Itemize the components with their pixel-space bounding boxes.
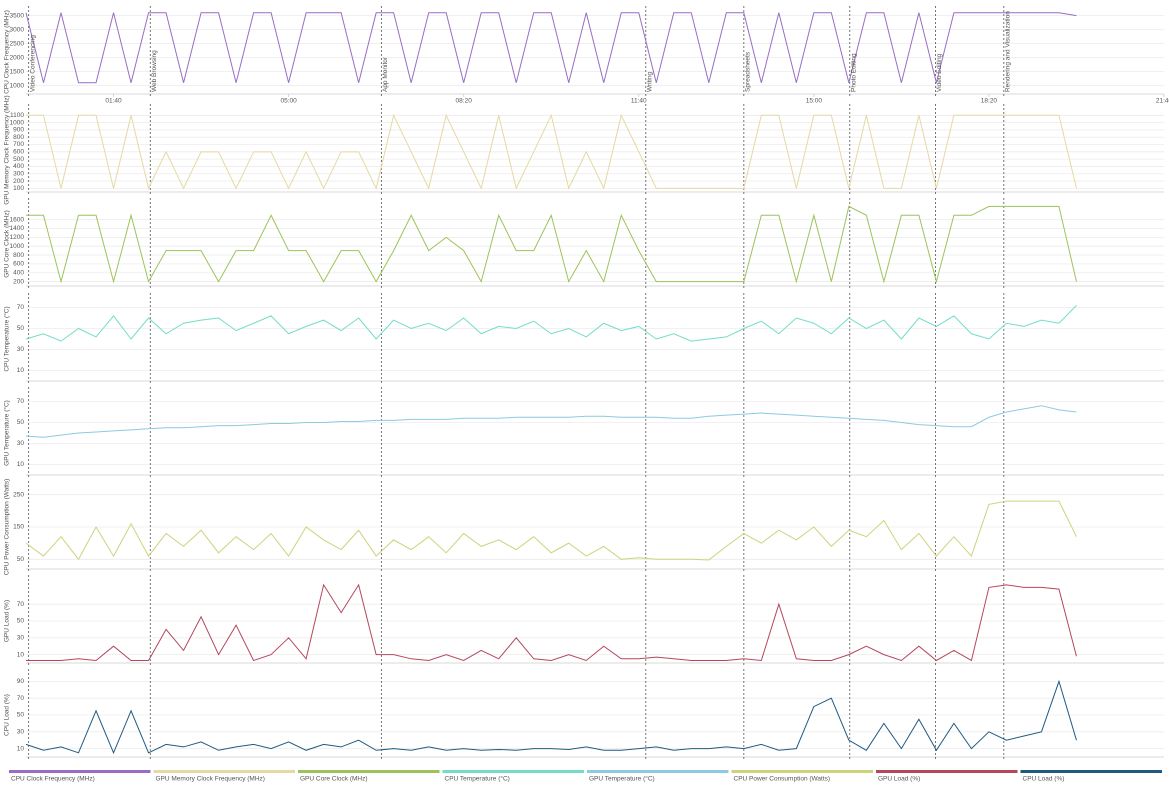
series-line [26,205,1077,284]
y-tick-label: 700 [13,141,24,148]
legend-swatch [731,770,873,773]
x-tick-label: 21:40 [1156,98,1169,105]
y-tick-label: 70 [17,304,25,311]
legend-swatch [9,770,151,773]
series-line [25,405,1077,438]
y-tick-label: 90 [17,678,25,685]
y-axis-label: GPU Core Clock (MHz) [4,210,11,278]
y-tick-label: 600 [13,261,24,268]
y-tick-label: 50 [17,556,25,563]
y-tick-label: 1000 [10,119,25,126]
y-tick-label: 1100 [10,112,24,119]
segment-label: App Monitor [382,56,389,92]
y-tick-label: 300 [13,170,24,177]
y-tick-label: 400 [13,163,24,170]
segment-label: Writing [646,72,653,92]
legend-label: CPU Temperature (°C) [445,775,510,783]
series-line [25,12,1077,84]
legend-label: GPU Temperature (°C) [589,775,655,783]
legend-label: GPU Core Clock (MHz) [300,776,368,783]
x-tick-label: 11:40 [631,98,647,105]
y-axis-label: CPU Clock Frequency (MHz) [4,10,11,94]
legend-swatch [1020,770,1162,773]
y-tick-label: 500 [13,156,24,163]
y-tick-label: 800 [13,252,24,259]
y-axis-label: GPU Memory Clock Frequency (MHz) [4,95,11,204]
x-tick-label: 08:20 [456,98,473,105]
series-line [25,305,1077,342]
y-axis-label: CPU Temperature (°C) [3,306,11,371]
y-tick-label: 30 [17,346,25,353]
x-tick-label: 15:00 [806,98,823,105]
series-line [26,113,1077,190]
y-tick-label: 400 [13,269,24,276]
y-axis-label: CPU Load (%) [4,694,11,736]
y-tick-label: 30 [17,440,25,447]
segment-label: Rendering and Visualization [1005,11,1012,92]
y-axis-label: GPU Load (%) [4,600,11,642]
y-tick-label: 800 [13,134,24,141]
y-tick-label: 10 [17,461,25,468]
legend-swatch [876,770,1018,773]
y-tick-label: 70 [17,601,25,608]
y-tick-label: 1600 [10,216,25,223]
legend-swatch [298,770,440,773]
x-tick-label: 18:20 [981,98,998,105]
y-tick-label: 30 [17,729,25,736]
y-tick-label: 70 [17,398,25,405]
y-axis-label: GPU Temperature (°C) [3,400,11,466]
y-tick-label: 250 [13,491,24,498]
y-tick-label: 100 [13,185,24,192]
legend-label: GPU Memory Clock Frequency (MHz) [156,776,265,783]
series-line [26,583,1077,662]
y-tick-label: 600 [13,149,24,156]
y-tick-label: 1000 [10,243,25,250]
series-line [25,500,1077,561]
y-tick-label: 1000 [10,82,25,89]
y-tick-label: 900 [13,127,24,134]
y-tick-label: 50 [17,419,25,426]
y-tick-label: 2500 [10,40,25,47]
y-tick-label: 50 [17,712,25,719]
y-tick-label: 10 [17,367,25,374]
y-tick-label: 2000 [10,54,25,61]
y-tick-label: 30 [17,635,25,642]
y-tick-label: 200 [13,278,24,285]
y-tick-label: 3000 [10,26,25,33]
y-tick-label: 1200 [10,234,25,241]
segment-label: Photo Editing [850,53,857,92]
legend-label: CPU Clock Frequency (MHz) [11,776,95,783]
segment-label: Web Browsing [151,50,158,92]
legend-swatch [153,770,295,773]
y-tick-label: 10 [17,745,25,752]
x-tick-label: 05:00 [280,98,297,105]
legend-label: CPU Load (%) [1023,776,1065,783]
y-tick-label: 1500 [10,68,25,75]
segment-label: Spreadsheets [745,51,752,92]
segment-label: Video Editing [936,53,943,92]
x-tick-label: 01:40 [105,98,122,105]
y-tick-label: 50 [17,618,25,625]
y-tick-label: 200 [13,178,24,185]
y-axis-label: CPU Power Consumption (Watts) [4,479,11,576]
y-tick-label: 150 [13,524,24,531]
y-tick-label: 1400 [10,225,25,232]
legend-label: CPU Power Consumption (Watts) [734,776,831,783]
legend-swatch [442,770,584,773]
y-tick-label: 70 [17,695,25,702]
y-tick-label: 3500 [10,12,25,19]
y-tick-label: 50 [17,325,25,332]
legend-label: GPU Load (%) [878,776,920,783]
series-line [25,679,1077,755]
y-tick-label: 10 [17,651,25,658]
legend-swatch [587,770,729,773]
segment-label: Video Conferencing [29,35,36,92]
